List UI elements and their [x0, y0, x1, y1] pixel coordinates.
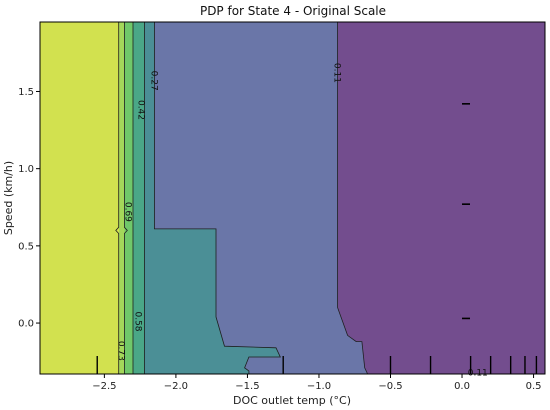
x-axis: −2.5 −2.0 −1.5 −1.0 −0.5 0.0 0.5 [92, 374, 542, 392]
y-tick-label: 0.5 [18, 241, 34, 252]
contour-label: 0.58 [133, 311, 143, 331]
contour-label: 0.11 [468, 368, 488, 378]
plot-frame [39, 21, 546, 375]
contour-line-0-27 [153, 22, 281, 374]
x-tick-label: −1.5 [235, 381, 259, 392]
chart-title: PDP for State 4 - Original Scale [200, 4, 386, 18]
x-tick-label: 0.5 [526, 381, 542, 392]
rug-marks [96, 103, 538, 374]
contour-line-0-73 [115, 22, 120, 374]
contour-line-0-11 [337, 22, 368, 375]
contour-label: 0.69 [123, 202, 133, 222]
contour-label: 0.27 [148, 71, 158, 91]
contour-region-band-0-73 [118, 21, 125, 375]
y-axis: 0.0 0.5 1.0 1.5 [18, 87, 40, 330]
x-tick-label: −1.0 [307, 381, 331, 392]
x-tick-label: −0.5 [378, 381, 402, 392]
y-tick-label: 0.0 [18, 319, 34, 330]
contour-region-band-high [39, 21, 119, 375]
plot-area: 0.270.42 0.69 0.58 0.73 0.11 0.11 [39, 21, 546, 379]
contour-line-0-69 [124, 22, 128, 374]
contour-region-band-0-69 [124, 21, 134, 375]
contour-label: 0.11 [332, 63, 342, 83]
x-tick-label: 0.0 [454, 381, 470, 392]
contour-label: 0.73 [116, 341, 126, 361]
y-axis-title: Speed (km/h) [2, 161, 15, 235]
contour-label: 0.42 [136, 100, 146, 120]
contour-region-band-0-11 [337, 21, 546, 375]
contour-labels: 0.270.42 0.69 0.58 0.73 0.11 0.11 [116, 63, 488, 379]
contour-fill-regions [39, 21, 546, 375]
contour-lines [115, 22, 368, 375]
y-tick-label: 1.0 [18, 164, 34, 175]
x-axis-title: DOC outlet temp (°C) [233, 394, 351, 407]
x-tick-label: −2.5 [92, 381, 116, 392]
x-tick-label: −2.0 [164, 381, 188, 392]
y-tick-label: 1.5 [18, 87, 34, 98]
